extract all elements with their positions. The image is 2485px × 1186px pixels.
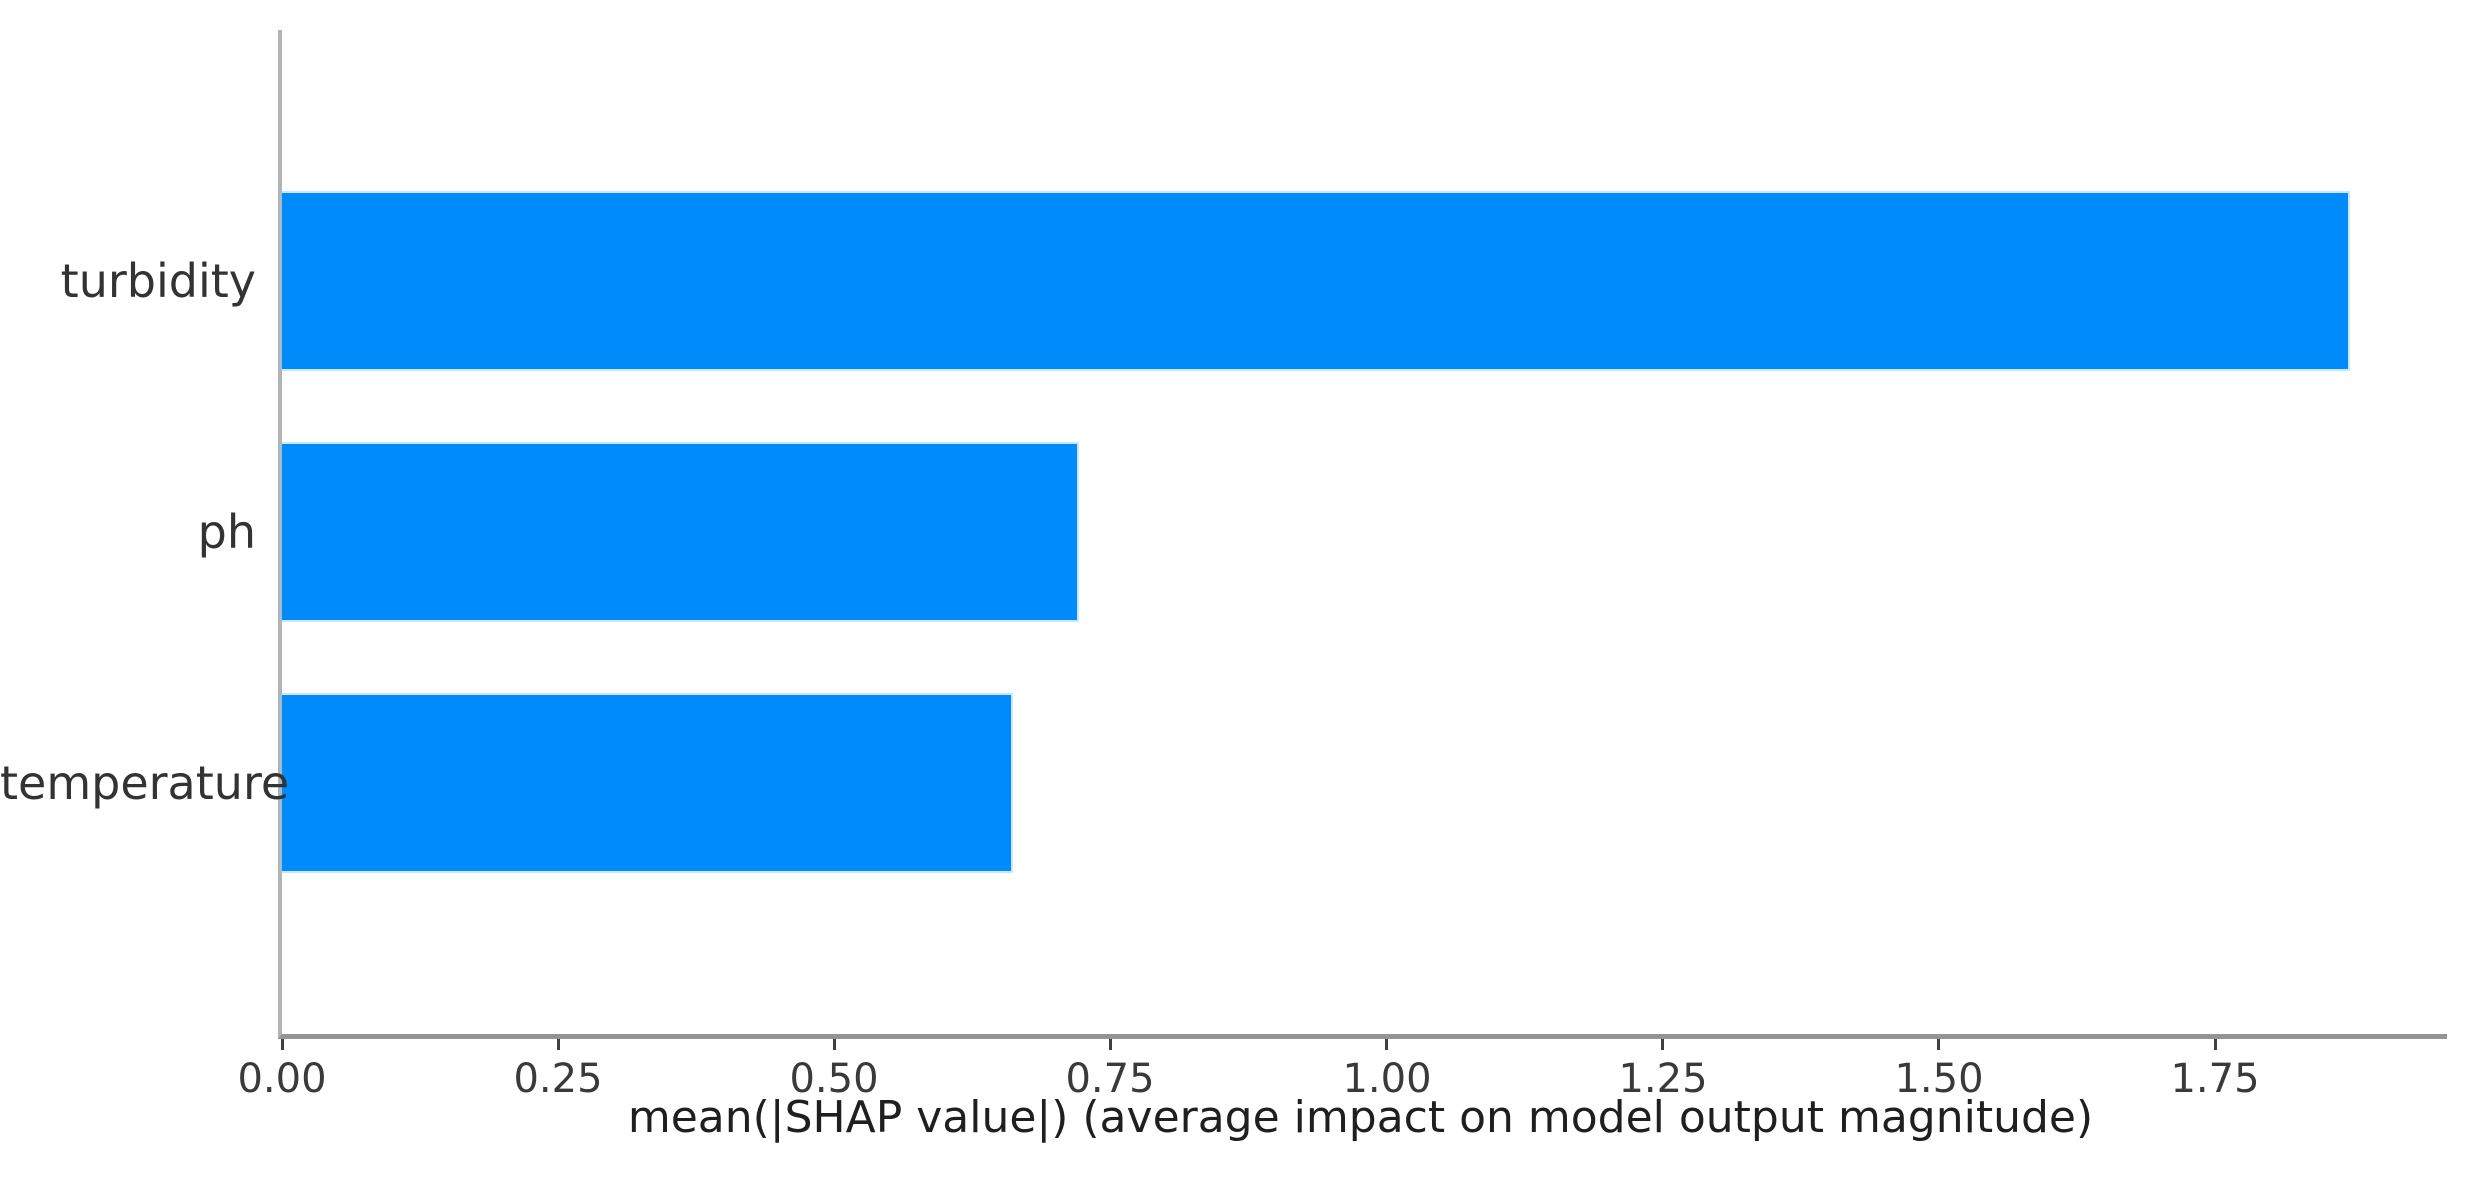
x-tick-label: 0.75 [1065,1056,1155,1102]
x-tick-mark [557,1039,560,1050]
y-tick-label-ph: ph [197,505,256,559]
y-tick-label-turbidity: turbidity [60,254,256,308]
x-tick-label: 1.00 [1342,1056,1432,1102]
x-tick-mark [281,1039,284,1050]
x-tick-label: 1.75 [2170,1056,2260,1102]
plot-area [278,30,2447,1039]
x-tick-label: 0.25 [513,1056,603,1102]
x-tick-label: 0.50 [789,1056,879,1102]
bar-temperature [282,695,1011,871]
x-tick-mark [1661,1039,1664,1050]
x-tick-mark [1109,1039,1112,1050]
x-tick-label: 0.00 [237,1056,327,1102]
x-tick-label: 1.25 [1618,1056,1708,1102]
bar-ph [282,444,1077,620]
y-tick-label-temperature: temperature [0,756,290,810]
x-tick-mark [833,1039,836,1050]
x-axis-label: mean(|SHAP value|) (average impact on mo… [627,1092,2094,1143]
x-tick-mark [2214,1039,2217,1050]
x-tick-mark [1385,1039,1388,1050]
x-tick-mark [1937,1039,1940,1050]
x-tick-label: 1.50 [1894,1056,1984,1102]
bar-turbidity [282,193,2348,369]
